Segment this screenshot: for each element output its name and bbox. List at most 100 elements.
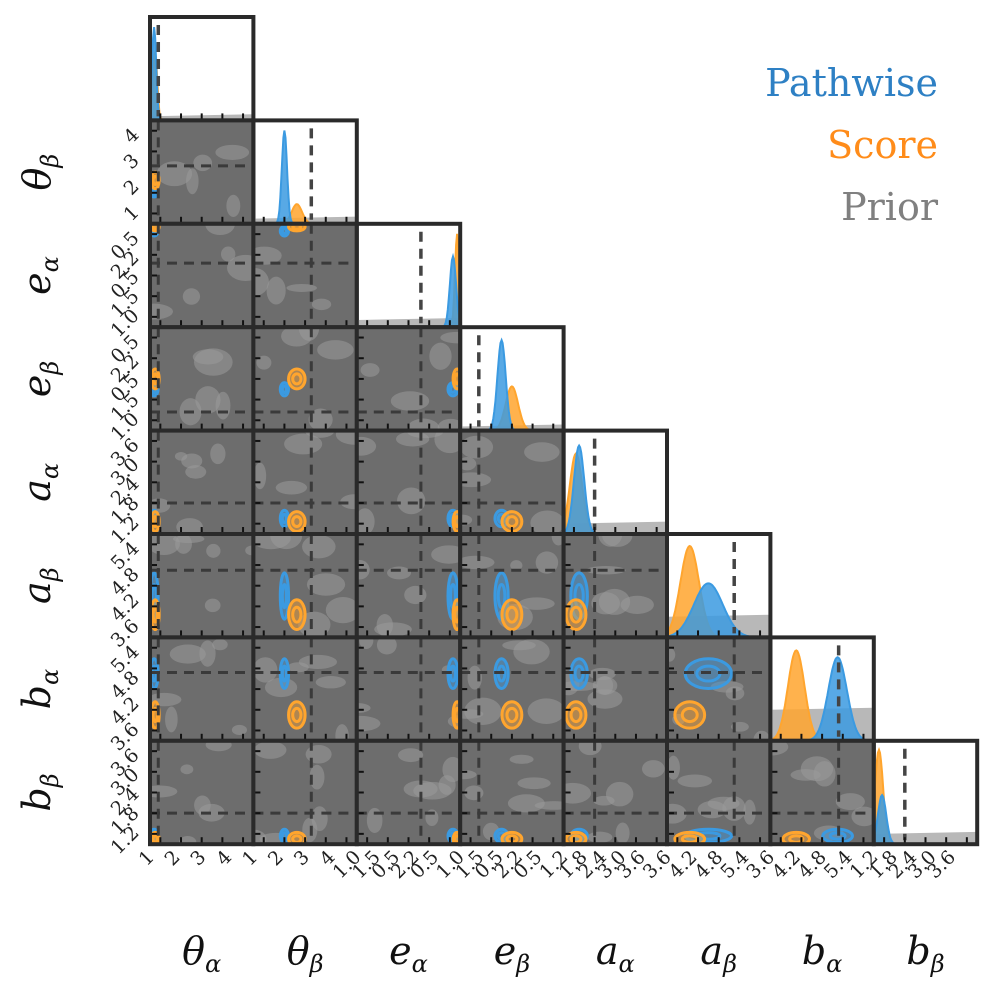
x-tick-label: 1 (135, 846, 159, 870)
prior-contour (181, 453, 203, 469)
score-contour-inner (505, 706, 519, 724)
y-axis-label-sub: α (36, 463, 64, 479)
joint-panel-4-2 (356, 430, 461, 535)
prior-contour (204, 598, 221, 613)
x-tick-label: 3 (290, 846, 314, 870)
prior-contour (286, 283, 317, 292)
x-axis-label: aβ (700, 929, 737, 978)
prior-contour (518, 597, 555, 610)
y-axis-label-sub: α (36, 669, 64, 685)
joint-panel-4-3 (460, 430, 564, 535)
x-axis-label: θβ (287, 929, 324, 978)
joint-panel-7-3 (460, 740, 564, 845)
marginal-panel-2 (356, 231, 461, 328)
prior-contour (596, 675, 614, 695)
joint-panel-5-4 (563, 534, 667, 638)
prior-contour (431, 545, 461, 564)
pathwise-contour-inner (280, 227, 288, 236)
y-axis-label: eα (15, 256, 64, 295)
prior-density (667, 740, 771, 845)
y-tick-label: 1 (119, 201, 143, 225)
prior-contour (677, 774, 713, 788)
x-axis-label-sub: β (722, 950, 737, 978)
prior-contour (309, 764, 325, 790)
y-tick-label: 5.4 (107, 641, 144, 678)
joint-panel-4-1 (253, 430, 357, 534)
panel-frame (354, 221, 463, 330)
prior-contour (460, 435, 494, 459)
x-axis-label-sub: α (412, 950, 428, 978)
prior-contour (150, 303, 173, 320)
prior-contour (530, 510, 564, 535)
prior-contour (311, 298, 332, 311)
marginal-panel-7 (873, 746, 978, 845)
prior-contour (193, 154, 213, 172)
prior-contour (266, 276, 286, 305)
prior-density (150, 430, 254, 534)
prior-contour (253, 657, 278, 683)
prior-contour (602, 534, 633, 547)
score-contour (673, 700, 707, 730)
prior-contour (551, 534, 564, 546)
prior-contour (245, 545, 254, 556)
joint-panel-6-1 (253, 637, 357, 741)
x-axis-label: eα (389, 929, 428, 978)
prior-contour (591, 592, 620, 615)
prior-contour (298, 327, 320, 341)
prior-contour (605, 781, 634, 807)
prior-contour (195, 386, 221, 414)
prior-contour (298, 654, 338, 669)
prior-contour (524, 442, 560, 462)
score-contour-inner (291, 706, 303, 724)
prior-contour (641, 760, 665, 778)
score-contour (500, 700, 524, 730)
y-axis-label-sub: α (36, 256, 64, 272)
prior-contour (615, 822, 630, 844)
marginal-panel-0 (150, 25, 254, 121)
y-tick-label: 3 (119, 150, 143, 174)
prior-contour (535, 551, 559, 574)
joint-panel-7-4 (563, 740, 667, 845)
x-axis-label-sub: α (826, 950, 842, 978)
joint-panel-2-1 (253, 223, 357, 328)
prior-contour (180, 764, 194, 775)
prior-contour (227, 254, 254, 281)
prior-contour (315, 675, 346, 689)
prior-contour (275, 480, 308, 495)
pathwise-contour-inner (280, 384, 288, 395)
prior-contour (186, 168, 199, 195)
legend-prior: Prior (841, 185, 938, 229)
prior-density (150, 327, 254, 431)
x-tick-label: 2 (264, 846, 288, 870)
score-contour-inner (291, 605, 303, 624)
joint-panel-5-0 (150, 534, 254, 638)
joint-panel-6-2 (356, 637, 461, 741)
prior-contour (753, 730, 771, 741)
prior-contour (398, 748, 424, 763)
prior-contour (325, 597, 357, 624)
y-axis-label-sub: β (36, 154, 64, 169)
score-contour (287, 367, 307, 391)
joint-panel-7-2 (356, 740, 461, 845)
score-contour (564, 598, 588, 632)
joint-panel-4-0 (150, 430, 254, 535)
pathwise-contour-inner (280, 664, 288, 683)
x-axis-label: θα (182, 929, 221, 978)
prior-contour (395, 431, 430, 447)
prior-contour (305, 744, 332, 764)
prior-contour (527, 698, 564, 724)
prior-contour (851, 806, 874, 827)
prior-contour (620, 595, 654, 614)
prior-contour (517, 777, 551, 790)
score-contour (287, 598, 307, 632)
prior-contour (667, 755, 680, 780)
score-contour-inner (569, 605, 583, 624)
score-contour (500, 598, 524, 632)
prior-contour (179, 835, 197, 845)
pathwise-marginal (873, 793, 978, 845)
score-marginal (150, 51, 254, 121)
prior-density (356, 327, 461, 431)
prior-contour (206, 543, 221, 558)
prior-contour (253, 534, 291, 550)
